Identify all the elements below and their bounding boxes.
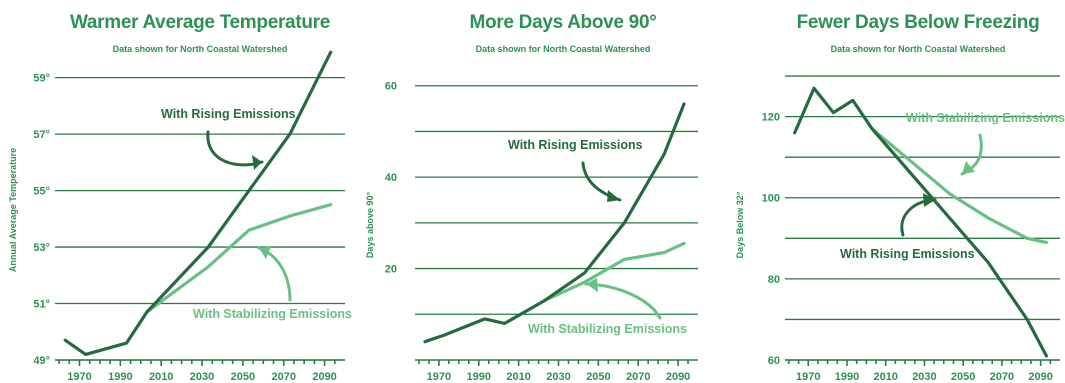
chart-panel-1: Warmer Average Temperature Data shown for… [8,12,352,383]
x-tick-label: 1970 [427,371,451,383]
annotation-rising: With Rising Emissions [840,247,975,261]
x-tick-label: 2050 [231,371,255,383]
series-line-stabilizing [542,241,686,303]
annotation-rising: With Rising Emissions [508,138,643,152]
y-tick-label: 51° [33,299,50,311]
x-tick-label: 2050 [586,371,610,383]
y-axis-label: Days above 90° [365,192,375,259]
chart-panel-2: More Days Above 90° Data shown for North … [365,12,698,383]
arrow-rising [581,161,622,202]
x-tick-label: 2030 [546,371,570,383]
x-tick-label: 2070 [271,371,295,383]
y-tick-label: 120 [762,112,780,124]
x-tick-label: 2070 [990,371,1014,383]
annotation-stabilizing: With Stabilizing Emissions [193,307,352,321]
x-tick-label: 2030 [912,371,936,383]
y-tick-label: 40 [385,172,397,184]
y-tick-label: 60 [768,355,780,367]
x-tick-label: 2010 [506,371,530,383]
chart-title: More Days Above 90° [469,12,656,33]
x-tick-label: 2010 [873,371,897,383]
x-tick-label: 2090 [312,371,336,383]
annotation-rising: With Rising Emissions [161,107,296,121]
series-line-rising [423,102,686,344]
y-tick-label: 20 [385,264,397,276]
arrowhead-stabilizing [259,246,271,259]
arrowhead-rising [252,155,262,170]
x-tick-label: 2050 [951,371,975,383]
y-tick-label: 57° [33,129,50,141]
annotation-stabilizing: With Stabilizing Emissions [528,322,687,336]
y-tick-label: 55° [33,186,50,198]
series-line-stabilizing [870,127,1049,244]
x-tick-label: 1990 [835,371,859,383]
chart-subtitle: Data shown for North Coastal Watershed [476,44,651,54]
y-tick-label: 59° [33,73,50,85]
series-line-rising [793,86,1049,358]
x-tick-label: 2010 [149,371,173,383]
y-tick-label: 100 [762,193,780,205]
chart-panel-3: Fewer Days Below Freezing Data shown for … [735,12,1065,383]
x-tick-label: 1990 [467,371,491,383]
y-tick-label: 53° [33,242,50,254]
y-axis-label: Days Below 32° [735,191,745,258]
chart-subtitle: Data shown for North Coastal Watershed [831,44,1006,54]
y-tick-label: 60 [385,81,397,93]
x-tick-label: 2090 [1028,371,1052,383]
x-tick-label: 2070 [626,371,650,383]
x-tick-label: 1990 [108,371,132,383]
y-tick-label: 80 [768,274,780,286]
series-line-rising [63,50,333,356]
chart-subtitle: Data shown for North Coastal Watershed [113,44,288,54]
annotation-stabilizing: With Stabilizing Emissions [906,111,1065,125]
x-tick-label: 1970 [796,371,820,383]
x-tick-label: 2030 [190,371,214,383]
x-tick-label: 2090 [666,371,690,383]
chart-panels: Warmer Average Temperature Data shown for… [8,12,1065,383]
chart-title: Warmer Average Temperature [70,12,330,33]
series-line-stabilizing [145,203,333,314]
y-axis-label: Annual Average Temperature [8,148,18,272]
arrow-stabilizing [257,246,292,302]
arrowhead-rising [923,193,935,207]
arrow-rising [900,198,937,237]
arrowhead-stabilizing [586,278,598,292]
arrowhead-rising [607,190,620,202]
y-tick-label: 49° [33,355,50,367]
chart-title: Fewer Days Below Freezing [797,12,1040,33]
x-tick-label: 1970 [67,371,91,383]
arrowhead-stabilizing [962,161,975,174]
